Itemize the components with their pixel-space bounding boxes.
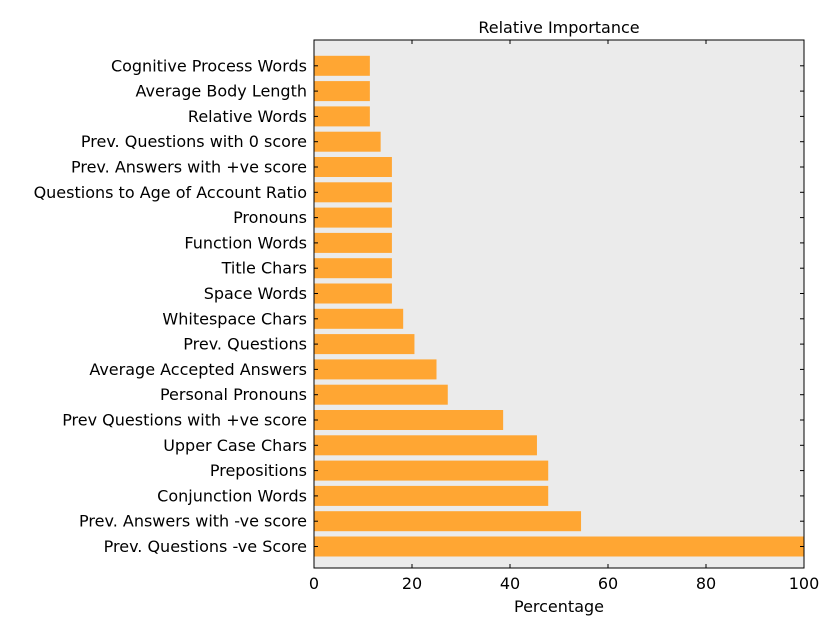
- y-tick-label: Prev. Questions -ve Score: [104, 537, 307, 556]
- x-tick-label: 0: [309, 574, 319, 593]
- bar: [314, 232, 392, 253]
- y-tick-label: Whitespace Chars: [162, 309, 307, 328]
- bar: [314, 536, 804, 557]
- y-tick-label: Relative Words: [188, 107, 307, 126]
- x-tick-label: 80: [696, 574, 716, 593]
- bar: [314, 460, 549, 481]
- y-tick-label: Prev. Answers with +ve score: [71, 158, 307, 177]
- x-tick-label: 40: [500, 574, 520, 593]
- x-tick-label: 100: [789, 574, 820, 593]
- bar: [314, 207, 392, 228]
- bar: [314, 308, 404, 329]
- bar: [314, 283, 392, 304]
- y-tick-label: Personal Pronouns: [160, 385, 307, 404]
- bar: [314, 106, 370, 127]
- y-tick-label: Title Chars: [221, 259, 307, 278]
- bar: [314, 410, 504, 430]
- bar: [314, 359, 437, 380]
- x-tick-label: 60: [598, 574, 618, 593]
- bar: [314, 182, 392, 203]
- x-tick-label: 20: [402, 574, 422, 593]
- bar: [314, 384, 448, 405]
- bar: [314, 55, 370, 76]
- y-tick-label: Average Body Length: [136, 82, 307, 101]
- y-tick-label: Prepositions: [210, 461, 307, 480]
- chart-title: Relative Importance: [478, 18, 639, 37]
- y-tick-label: Average Accepted Answers: [89, 360, 307, 379]
- bar: [314, 435, 537, 456]
- bar: [314, 131, 381, 152]
- y-tick-label: Prev Questions with +ve score: [62, 411, 307, 430]
- bar: [314, 258, 392, 279]
- y-tick-label: Prev. Answers with -ve score: [79, 512, 307, 531]
- bar: [314, 511, 582, 532]
- bars-group: [314, 55, 804, 557]
- y-tick-label: Questions to Age of Account Ratio: [34, 183, 307, 202]
- y-tick-label: Prev. Questions with 0 score: [81, 132, 307, 151]
- y-tick-label: Upper Case Chars: [163, 436, 307, 455]
- bar: [314, 81, 370, 102]
- x-axis-label: Percentage: [514, 597, 604, 616]
- y-tick-label: Cognitive Process Words: [111, 56, 307, 75]
- y-tick-label: Space Words: [204, 284, 307, 303]
- y-tick-label: Pronouns: [233, 208, 307, 227]
- bar: [314, 157, 392, 177]
- y-tick-label: Prev. Questions: [183, 335, 307, 354]
- bar: [314, 485, 549, 506]
- bar: [314, 334, 415, 355]
- y-tick-label: Function Words: [184, 233, 307, 252]
- y-tick-label: Conjunction Words: [157, 486, 307, 505]
- plot-frame: [313, 39, 805, 569]
- ticks-group: Prev. Questions -ve Score Prev. Answers w…: [34, 39, 820, 593]
